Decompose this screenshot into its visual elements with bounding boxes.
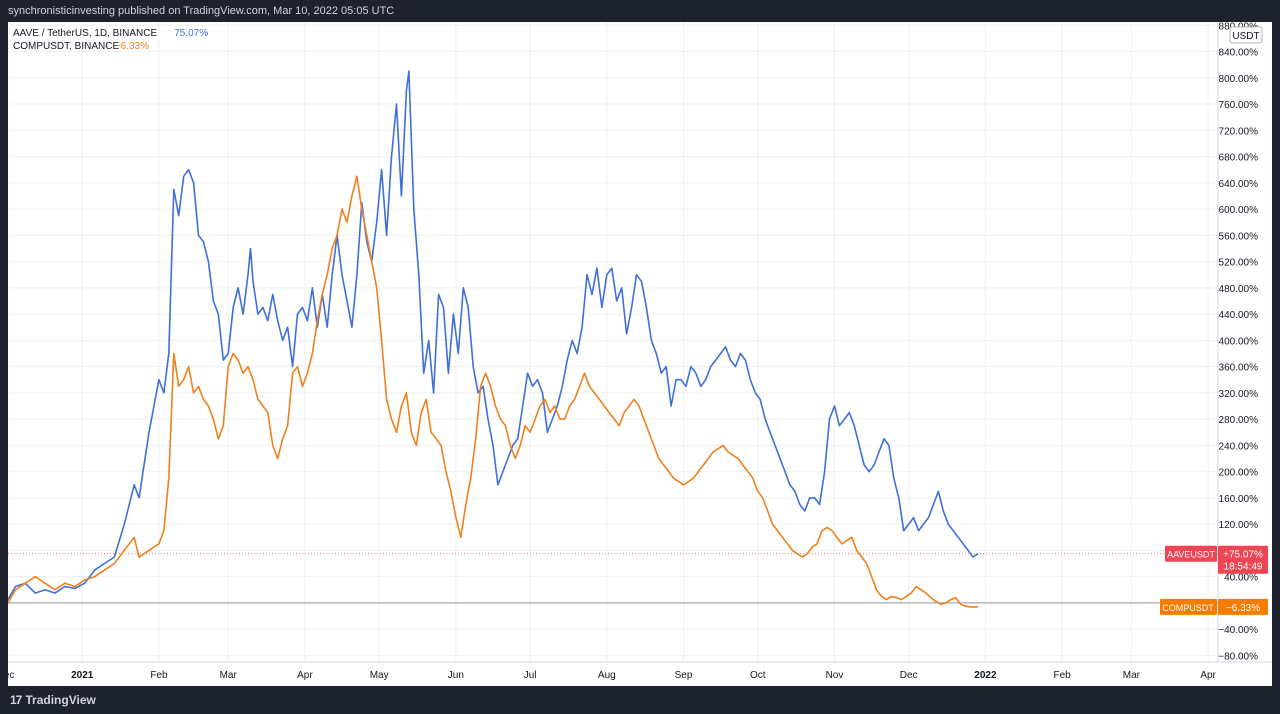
- x-tick-label: Mar: [1123, 670, 1141, 681]
- x-tick-label: 2021: [71, 670, 94, 681]
- y-tick-label: 480.00%: [1219, 284, 1259, 295]
- comp-value-badge: [1218, 598, 1268, 615]
- y-tick-label: 320.00%: [1219, 389, 1259, 400]
- publish-header: synchronisticinvesting published on Trad…: [0, 0, 1280, 22]
- aave-value-badge: [1218, 545, 1268, 574]
- y-tick-label: 400.00%: [1219, 336, 1259, 347]
- aave-name-badge: [1165, 545, 1217, 562]
- y-tick-label: 600.00%: [1219, 205, 1259, 216]
- x-tick-label: Jul: [524, 670, 537, 681]
- x-tick-label: Feb: [1053, 670, 1071, 681]
- comp-value-label: −6.33%: [1226, 603, 1260, 614]
- comp-name-badge: [1160, 598, 1217, 615]
- y-tick-label: 240.00%: [1219, 441, 1259, 452]
- price-comparison-chart[interactable]: −80.00%−40.00%0.00%40.00%80.00%120.00%16…: [8, 22, 1272, 686]
- chart-frame[interactable]: −80.00%−40.00%0.00%40.00%80.00%120.00%16…: [8, 22, 1272, 686]
- y-tick-label: 200.00%: [1219, 468, 1259, 479]
- y-tick-label: 680.00%: [1219, 153, 1259, 164]
- x-tick-label: Sep: [675, 670, 693, 681]
- x-tick-label: 2022: [974, 670, 997, 681]
- legend-change: 75.07%: [174, 28, 208, 39]
- y-tick-label: 280.00%: [1219, 415, 1259, 426]
- x-tick-label: Apr: [1200, 670, 1216, 681]
- x-tick-label: Dec: [900, 670, 918, 681]
- y-tick-label: 800.00%: [1219, 74, 1259, 85]
- tradingview-logo-icon: 17: [10, 693, 22, 707]
- comp-name-label: COMPUSDT: [1162, 603, 1214, 613]
- x-tick-label: Mar: [220, 670, 238, 681]
- tradingview-logo[interactable]: 17 TradingView: [10, 686, 96, 714]
- series-line-aaveusdt[interactable]: [8, 70, 979, 600]
- legend-symbol: COMPUSDT, BINANCE: [13, 41, 119, 52]
- x-tick-label: Dec: [8, 670, 14, 681]
- y-tick-label: −40.00%: [1218, 625, 1258, 636]
- aave-name-label: AAVEUSDT: [1167, 550, 1215, 560]
- tradingview-brand: TradingView: [25, 693, 96, 707]
- y-tick-label: 840.00%: [1219, 48, 1259, 59]
- x-tick-label: May: [370, 670, 389, 681]
- currency-box[interactable]: [1229, 26, 1263, 44]
- x-tick-label: Nov: [826, 670, 844, 681]
- y-tick-label: 520.00%: [1219, 258, 1259, 269]
- publish-info: synchronisticinvesting published on Trad…: [8, 5, 395, 17]
- x-tick-label: Oct: [750, 670, 766, 681]
- y-tick-label: 360.00%: [1219, 363, 1259, 374]
- x-tick-label: Feb: [150, 670, 168, 681]
- footer-bar: 17 TradingView: [0, 686, 1280, 714]
- aave-countdown-label: 18:54:49: [1224, 562, 1263, 573]
- currency-label: USDT: [1232, 31, 1259, 42]
- aave-value-label: +75.07%: [1223, 550, 1263, 561]
- x-tick-label: Aug: [598, 670, 616, 681]
- series-line-compusdt[interactable]: [8, 175, 978, 608]
- y-tick-label: 760.00%: [1219, 100, 1259, 111]
- legend-change: −6.33%: [115, 41, 149, 52]
- y-tick-label: 640.00%: [1219, 179, 1259, 190]
- x-tick-label: Jun: [448, 670, 464, 681]
- y-tick-label: 120.00%: [1219, 520, 1259, 531]
- y-tick-label: 720.00%: [1219, 126, 1259, 137]
- y-tick-label: 440.00%: [1219, 310, 1259, 321]
- x-tick-label: Apr: [297, 670, 313, 681]
- y-tick-label: −80.00%: [1218, 651, 1258, 662]
- legend-symbol: AAVE / TetherUS, 1D, BINANCE: [13, 28, 157, 39]
- y-tick-label: 40.00%: [1224, 573, 1258, 584]
- y-tick-label: 160.00%: [1219, 494, 1259, 505]
- y-tick-label: 560.00%: [1219, 231, 1259, 242]
